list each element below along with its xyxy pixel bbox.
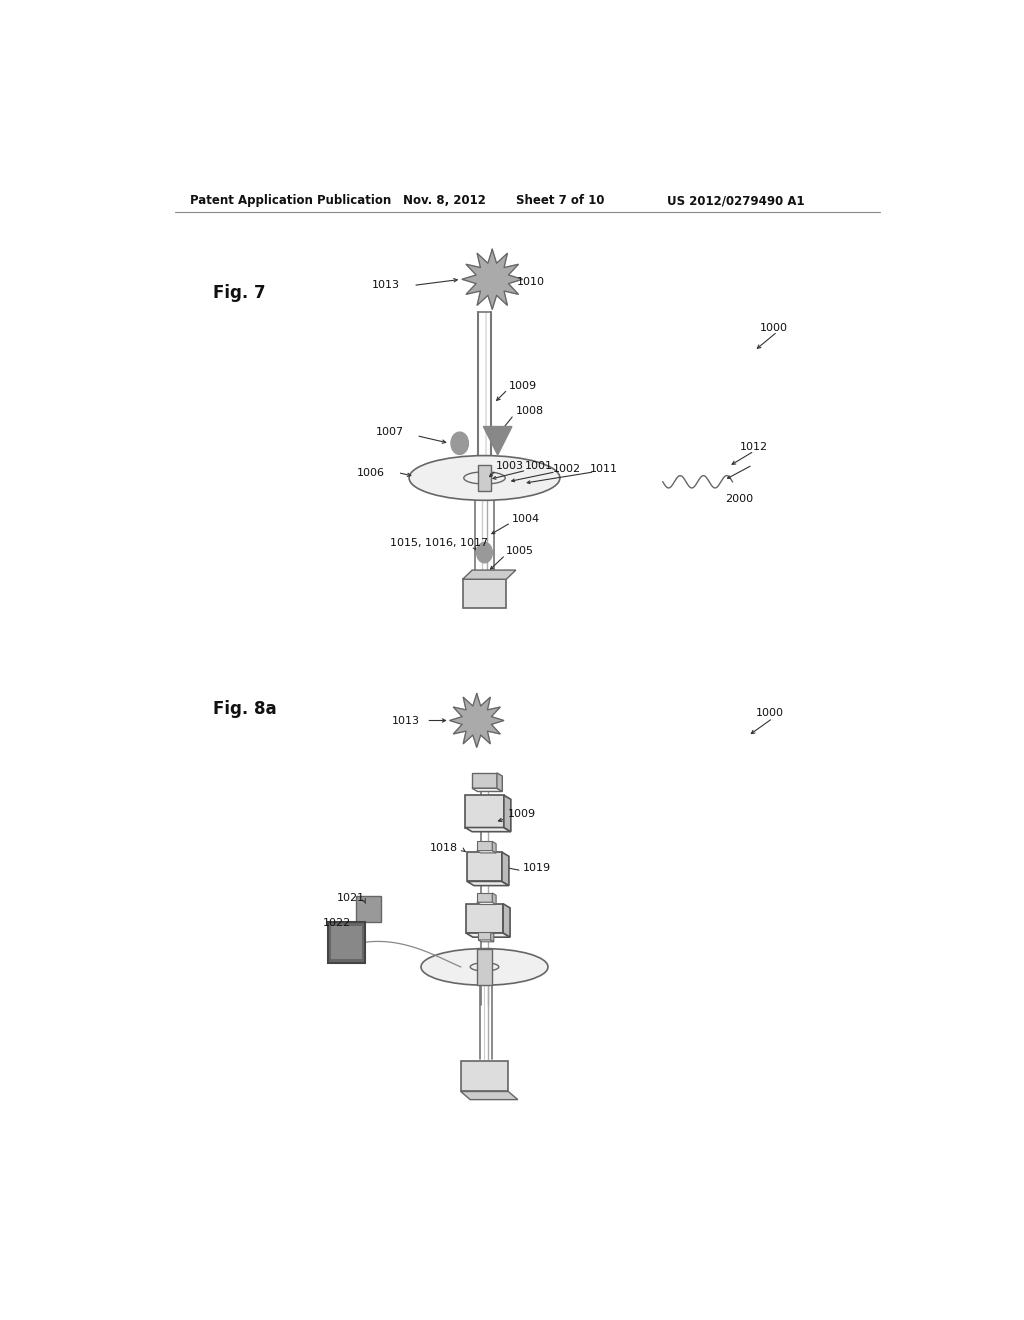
- Text: 1002: 1002: [553, 463, 581, 474]
- Text: 1013: 1013: [372, 280, 400, 290]
- Polygon shape: [478, 932, 490, 940]
- Text: 1011: 1011: [590, 463, 617, 474]
- Polygon shape: [503, 904, 510, 937]
- Polygon shape: [465, 828, 511, 832]
- Circle shape: [476, 543, 493, 562]
- FancyBboxPatch shape: [355, 896, 381, 923]
- Circle shape: [451, 432, 468, 454]
- Polygon shape: [463, 570, 516, 579]
- Polygon shape: [461, 1092, 518, 1100]
- FancyBboxPatch shape: [476, 949, 493, 985]
- Text: 1019: 1019: [523, 863, 551, 874]
- Text: Nov. 8, 2012: Nov. 8, 2012: [403, 194, 486, 207]
- Polygon shape: [493, 894, 496, 904]
- Polygon shape: [477, 894, 493, 903]
- Polygon shape: [483, 426, 512, 455]
- Polygon shape: [502, 853, 509, 886]
- Polygon shape: [450, 694, 504, 747]
- Text: 1022: 1022: [324, 917, 351, 928]
- FancyBboxPatch shape: [461, 1061, 508, 1092]
- Ellipse shape: [410, 455, 560, 500]
- Text: 1005: 1005: [506, 546, 535, 556]
- Polygon shape: [466, 933, 510, 937]
- Polygon shape: [478, 940, 494, 941]
- Polygon shape: [490, 932, 494, 941]
- Polygon shape: [467, 882, 509, 886]
- FancyBboxPatch shape: [463, 579, 506, 607]
- Text: 1009: 1009: [508, 809, 536, 820]
- Ellipse shape: [421, 949, 548, 985]
- Text: 1013: 1013: [391, 715, 420, 726]
- Text: 1008: 1008: [515, 407, 544, 416]
- Polygon shape: [467, 853, 502, 882]
- Text: 1001: 1001: [524, 462, 553, 471]
- Text: 1010: 1010: [517, 277, 545, 286]
- Text: 1000: 1000: [760, 323, 787, 333]
- Text: 1003: 1003: [496, 462, 524, 471]
- Polygon shape: [493, 841, 496, 853]
- Text: 1007: 1007: [376, 426, 404, 437]
- Polygon shape: [465, 795, 504, 828]
- Polygon shape: [477, 850, 496, 853]
- Polygon shape: [504, 795, 511, 832]
- Polygon shape: [477, 841, 493, 850]
- Text: 1000: 1000: [756, 708, 783, 718]
- Text: 1004: 1004: [512, 513, 540, 524]
- Text: 1015, 1016, 1017: 1015, 1016, 1017: [390, 539, 488, 548]
- FancyBboxPatch shape: [478, 465, 490, 491]
- Polygon shape: [472, 788, 503, 792]
- Text: 1012: 1012: [740, 442, 768, 453]
- FancyBboxPatch shape: [332, 927, 361, 958]
- Text: 1009: 1009: [509, 380, 538, 391]
- Polygon shape: [497, 774, 503, 792]
- Text: Sheet 7 of 10: Sheet 7 of 10: [515, 194, 604, 207]
- Polygon shape: [462, 249, 522, 309]
- Text: 1018: 1018: [430, 842, 459, 853]
- Text: 2000: 2000: [725, 494, 753, 504]
- Text: Fig. 7: Fig. 7: [213, 284, 266, 302]
- Text: Patent Application Publication: Patent Application Publication: [190, 194, 391, 207]
- Text: 1006: 1006: [356, 467, 385, 478]
- FancyBboxPatch shape: [329, 921, 365, 962]
- Text: Fig. 8a: Fig. 8a: [213, 700, 276, 718]
- Polygon shape: [477, 903, 496, 904]
- Polygon shape: [472, 774, 497, 788]
- Polygon shape: [466, 904, 503, 933]
- Text: 1021: 1021: [337, 892, 366, 903]
- Text: US 2012/0279490 A1: US 2012/0279490 A1: [667, 194, 804, 207]
